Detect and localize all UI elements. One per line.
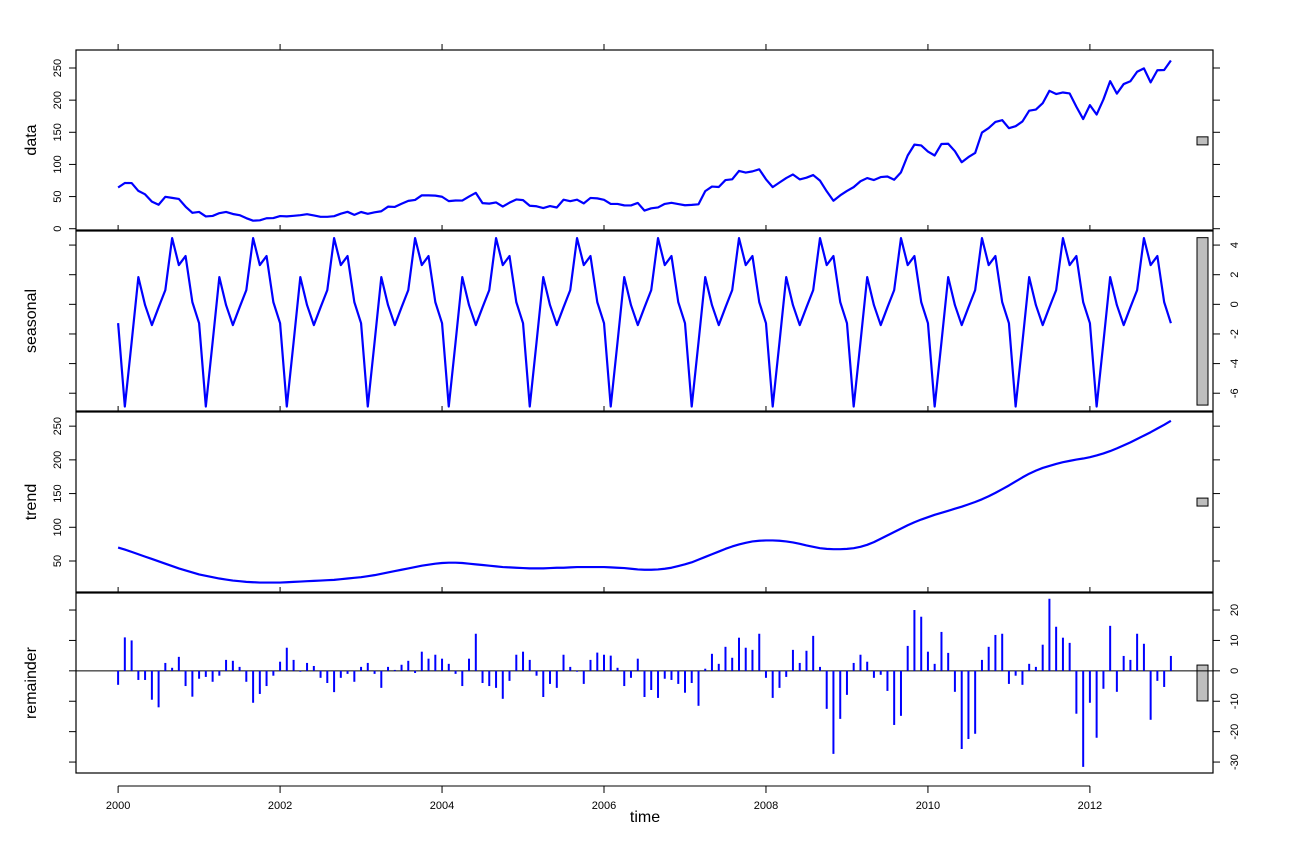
panel-frame: [75, 592, 1214, 774]
x-tick-label: 2000: [106, 800, 130, 812]
y-tick-label: 0: [1229, 301, 1241, 307]
panel-frame: [75, 49, 1214, 231]
y-tick-label: 0: [1229, 668, 1241, 674]
panel-label: data: [23, 124, 40, 155]
y-tick-label: 200: [52, 91, 64, 109]
scale-bar: [1196, 136, 1209, 146]
y-tick-label: 4: [1229, 242, 1241, 248]
scale-bar: [1196, 497, 1209, 507]
y-tick-label: 150: [52, 123, 64, 141]
y-tick-label: -2: [1229, 329, 1241, 339]
panel-label: remainder: [23, 646, 40, 719]
panel-label: seasonal: [23, 289, 40, 353]
y-tick-label: 100: [52, 155, 64, 173]
x-tick-label: 2008: [754, 800, 778, 812]
scale-bar: [1196, 237, 1209, 406]
y-tick-label: -10: [1229, 693, 1241, 709]
y-tick-label: -4: [1229, 359, 1241, 369]
y-tick-label: -30: [1229, 754, 1241, 770]
scale-bar: [1196, 664, 1209, 702]
y-tick-label: 250: [52, 417, 64, 435]
x-tick-label: 2012: [1078, 800, 1102, 812]
y-tick-label: 100: [52, 518, 64, 536]
y-tick-label: 50: [52, 190, 64, 202]
panel-label: trend: [23, 484, 40, 520]
x-axis-label: time: [630, 809, 660, 826]
y-tick-label: 50: [52, 555, 64, 567]
panel-frame: [75, 230, 1214, 412]
y-tick-label: 0: [52, 226, 64, 232]
panel-frame: [75, 411, 1214, 593]
x-tick-label: 2010: [916, 800, 940, 812]
series-line: [117, 237, 1172, 408]
y-tick-label: 20: [1229, 604, 1241, 616]
x-tick-label: 2004: [430, 800, 454, 812]
x-tick-label: 2002: [268, 800, 292, 812]
y-tick-label: -20: [1229, 724, 1241, 740]
y-tick-label: 250: [52, 59, 64, 77]
series-line: [117, 419, 1172, 584]
y-tick-label: -6: [1229, 388, 1241, 398]
y-tick-label: 2: [1229, 272, 1241, 278]
series-line: [117, 59, 1172, 222]
y-tick-label: 200: [52, 451, 64, 469]
y-tick-label: 10: [1229, 634, 1241, 646]
y-tick-label: 150: [52, 484, 64, 502]
x-tick-label: 2006: [592, 800, 616, 812]
